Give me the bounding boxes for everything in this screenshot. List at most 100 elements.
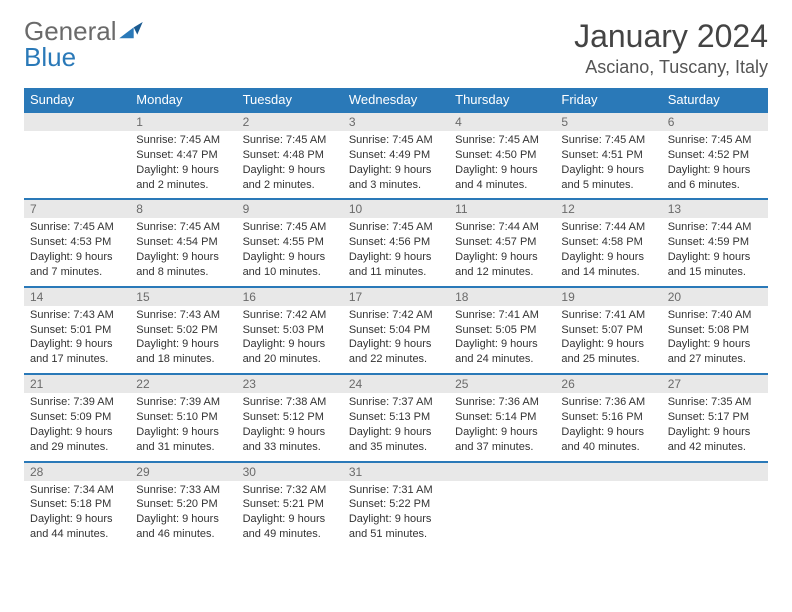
day-details: Sunrise: 7:44 AMSunset: 4:59 PMDaylight:… — [662, 218, 768, 285]
day-number: 8 — [130, 200, 236, 218]
day-details: Sunrise: 7:43 AMSunset: 5:02 PMDaylight:… — [130, 306, 236, 373]
day-details: Sunrise: 7:39 AMSunset: 5:09 PMDaylight:… — [24, 393, 130, 460]
day-number: 16 — [237, 288, 343, 306]
day-number: 11 — [449, 200, 555, 218]
day-details: Sunrise: 7:43 AMSunset: 5:01 PMDaylight:… — [24, 306, 130, 373]
day-number: 22 — [130, 375, 236, 393]
day-details: Sunrise: 7:45 AMSunset: 4:53 PMDaylight:… — [24, 218, 130, 285]
weekday-header: Friday — [555, 88, 661, 112]
day-number-empty — [555, 463, 661, 481]
day-number: 25 — [449, 375, 555, 393]
calendar-cell: 6Sunrise: 7:45 AMSunset: 4:52 PMDaylight… — [662, 112, 768, 199]
calendar-row: 28Sunrise: 7:34 AMSunset: 5:18 PMDayligh… — [24, 462, 768, 548]
day-details: Sunrise: 7:44 AMSunset: 4:58 PMDaylight:… — [555, 218, 661, 285]
day-details: Sunrise: 7:38 AMSunset: 5:12 PMDaylight:… — [237, 393, 343, 460]
calendar-table: SundayMondayTuesdayWednesdayThursdayFrid… — [24, 88, 768, 548]
day-number: 31 — [343, 463, 449, 481]
day-details: Sunrise: 7:40 AMSunset: 5:08 PMDaylight:… — [662, 306, 768, 373]
day-number: 5 — [555, 113, 661, 131]
calendar-cell: 13Sunrise: 7:44 AMSunset: 4:59 PMDayligh… — [662, 199, 768, 286]
day-number: 29 — [130, 463, 236, 481]
calendar-cell — [555, 462, 661, 548]
calendar-cell: 15Sunrise: 7:43 AMSunset: 5:02 PMDayligh… — [130, 287, 236, 374]
logo: GeneralBlue — [24, 18, 143, 70]
day-details: Sunrise: 7:45 AMSunset: 4:56 PMDaylight:… — [343, 218, 449, 285]
day-number: 20 — [662, 288, 768, 306]
calendar-cell: 2Sunrise: 7:45 AMSunset: 4:48 PMDaylight… — [237, 112, 343, 199]
day-details: Sunrise: 7:31 AMSunset: 5:22 PMDaylight:… — [343, 481, 449, 548]
calendar-cell: 17Sunrise: 7:42 AMSunset: 5:04 PMDayligh… — [343, 287, 449, 374]
day-details: Sunrise: 7:32 AMSunset: 5:21 PMDaylight:… — [237, 481, 343, 548]
day-details: Sunrise: 7:45 AMSunset: 4:52 PMDaylight:… — [662, 131, 768, 198]
day-number: 9 — [237, 200, 343, 218]
weekday-header: Thursday — [449, 88, 555, 112]
calendar-cell: 26Sunrise: 7:36 AMSunset: 5:16 PMDayligh… — [555, 374, 661, 461]
calendar-cell: 18Sunrise: 7:41 AMSunset: 5:05 PMDayligh… — [449, 287, 555, 374]
day-number: 2 — [237, 113, 343, 131]
calendar-row: 21Sunrise: 7:39 AMSunset: 5:09 PMDayligh… — [24, 374, 768, 461]
day-details: Sunrise: 7:45 AMSunset: 4:48 PMDaylight:… — [237, 131, 343, 198]
day-number: 26 — [555, 375, 661, 393]
day-details: Sunrise: 7:44 AMSunset: 4:57 PMDaylight:… — [449, 218, 555, 285]
day-number: 18 — [449, 288, 555, 306]
day-number: 24 — [343, 375, 449, 393]
calendar-body: 1Sunrise: 7:45 AMSunset: 4:47 PMDaylight… — [24, 112, 768, 548]
calendar-row: 14Sunrise: 7:43 AMSunset: 5:01 PMDayligh… — [24, 287, 768, 374]
calendar-cell: 16Sunrise: 7:42 AMSunset: 5:03 PMDayligh… — [237, 287, 343, 374]
day-number: 4 — [449, 113, 555, 131]
calendar-cell: 9Sunrise: 7:45 AMSunset: 4:55 PMDaylight… — [237, 199, 343, 286]
day-details: Sunrise: 7:45 AMSunset: 4:55 PMDaylight:… — [237, 218, 343, 285]
day-details: Sunrise: 7:34 AMSunset: 5:18 PMDaylight:… — [24, 481, 130, 548]
day-details: Sunrise: 7:33 AMSunset: 5:20 PMDaylight:… — [130, 481, 236, 548]
day-details: Sunrise: 7:45 AMSunset: 4:49 PMDaylight:… — [343, 131, 449, 198]
logo-word2: Blue — [24, 42, 76, 72]
logo-icon — [119, 18, 143, 44]
day-details: Sunrise: 7:42 AMSunset: 5:04 PMDaylight:… — [343, 306, 449, 373]
day-number: 27 — [662, 375, 768, 393]
day-number: 23 — [237, 375, 343, 393]
calendar-cell: 21Sunrise: 7:39 AMSunset: 5:09 PMDayligh… — [24, 374, 130, 461]
day-number-empty — [449, 463, 555, 481]
weekday-header: Saturday — [662, 88, 768, 112]
day-number: 14 — [24, 288, 130, 306]
calendar-cell: 23Sunrise: 7:38 AMSunset: 5:12 PMDayligh… — [237, 374, 343, 461]
day-number: 1 — [130, 113, 236, 131]
calendar-cell: 10Sunrise: 7:45 AMSunset: 4:56 PMDayligh… — [343, 199, 449, 286]
day-details: Sunrise: 7:35 AMSunset: 5:17 PMDaylight:… — [662, 393, 768, 460]
calendar-cell: 22Sunrise: 7:39 AMSunset: 5:10 PMDayligh… — [130, 374, 236, 461]
calendar-cell: 27Sunrise: 7:35 AMSunset: 5:17 PMDayligh… — [662, 374, 768, 461]
calendar-cell: 3Sunrise: 7:45 AMSunset: 4:49 PMDaylight… — [343, 112, 449, 199]
day-details: Sunrise: 7:45 AMSunset: 4:54 PMDaylight:… — [130, 218, 236, 285]
day-details: Sunrise: 7:45 AMSunset: 4:51 PMDaylight:… — [555, 131, 661, 198]
calendar-cell: 11Sunrise: 7:44 AMSunset: 4:57 PMDayligh… — [449, 199, 555, 286]
calendar-cell — [662, 462, 768, 548]
calendar-cell: 7Sunrise: 7:45 AMSunset: 4:53 PMDaylight… — [24, 199, 130, 286]
day-number: 10 — [343, 200, 449, 218]
weekday-header: Monday — [130, 88, 236, 112]
day-number: 13 — [662, 200, 768, 218]
calendar-cell: 25Sunrise: 7:36 AMSunset: 5:14 PMDayligh… — [449, 374, 555, 461]
page-subtitle: Asciano, Tuscany, Italy — [574, 57, 768, 78]
calendar-cell: 24Sunrise: 7:37 AMSunset: 5:13 PMDayligh… — [343, 374, 449, 461]
day-number-empty — [24, 113, 130, 131]
day-number-empty — [662, 463, 768, 481]
title-block: January 2024 Asciano, Tuscany, Italy — [574, 18, 768, 78]
calendar-row: 7Sunrise: 7:45 AMSunset: 4:53 PMDaylight… — [24, 199, 768, 286]
day-number: 12 — [555, 200, 661, 218]
day-number: 30 — [237, 463, 343, 481]
calendar-cell: 5Sunrise: 7:45 AMSunset: 4:51 PMDaylight… — [555, 112, 661, 199]
day-number: 21 — [24, 375, 130, 393]
calendar-cell: 4Sunrise: 7:45 AMSunset: 4:50 PMDaylight… — [449, 112, 555, 199]
day-number: 15 — [130, 288, 236, 306]
calendar-cell: 8Sunrise: 7:45 AMSunset: 4:54 PMDaylight… — [130, 199, 236, 286]
calendar-header-row: SundayMondayTuesdayWednesdayThursdayFrid… — [24, 88, 768, 112]
calendar-cell: 29Sunrise: 7:33 AMSunset: 5:20 PMDayligh… — [130, 462, 236, 548]
calendar-cell: 19Sunrise: 7:41 AMSunset: 5:07 PMDayligh… — [555, 287, 661, 374]
calendar-cell: 12Sunrise: 7:44 AMSunset: 4:58 PMDayligh… — [555, 199, 661, 286]
day-number: 6 — [662, 113, 768, 131]
weekday-header: Sunday — [24, 88, 130, 112]
day-details: Sunrise: 7:45 AMSunset: 4:50 PMDaylight:… — [449, 131, 555, 198]
day-details: Sunrise: 7:45 AMSunset: 4:47 PMDaylight:… — [130, 131, 236, 198]
day-details: Sunrise: 7:36 AMSunset: 5:16 PMDaylight:… — [555, 393, 661, 460]
day-number: 28 — [24, 463, 130, 481]
